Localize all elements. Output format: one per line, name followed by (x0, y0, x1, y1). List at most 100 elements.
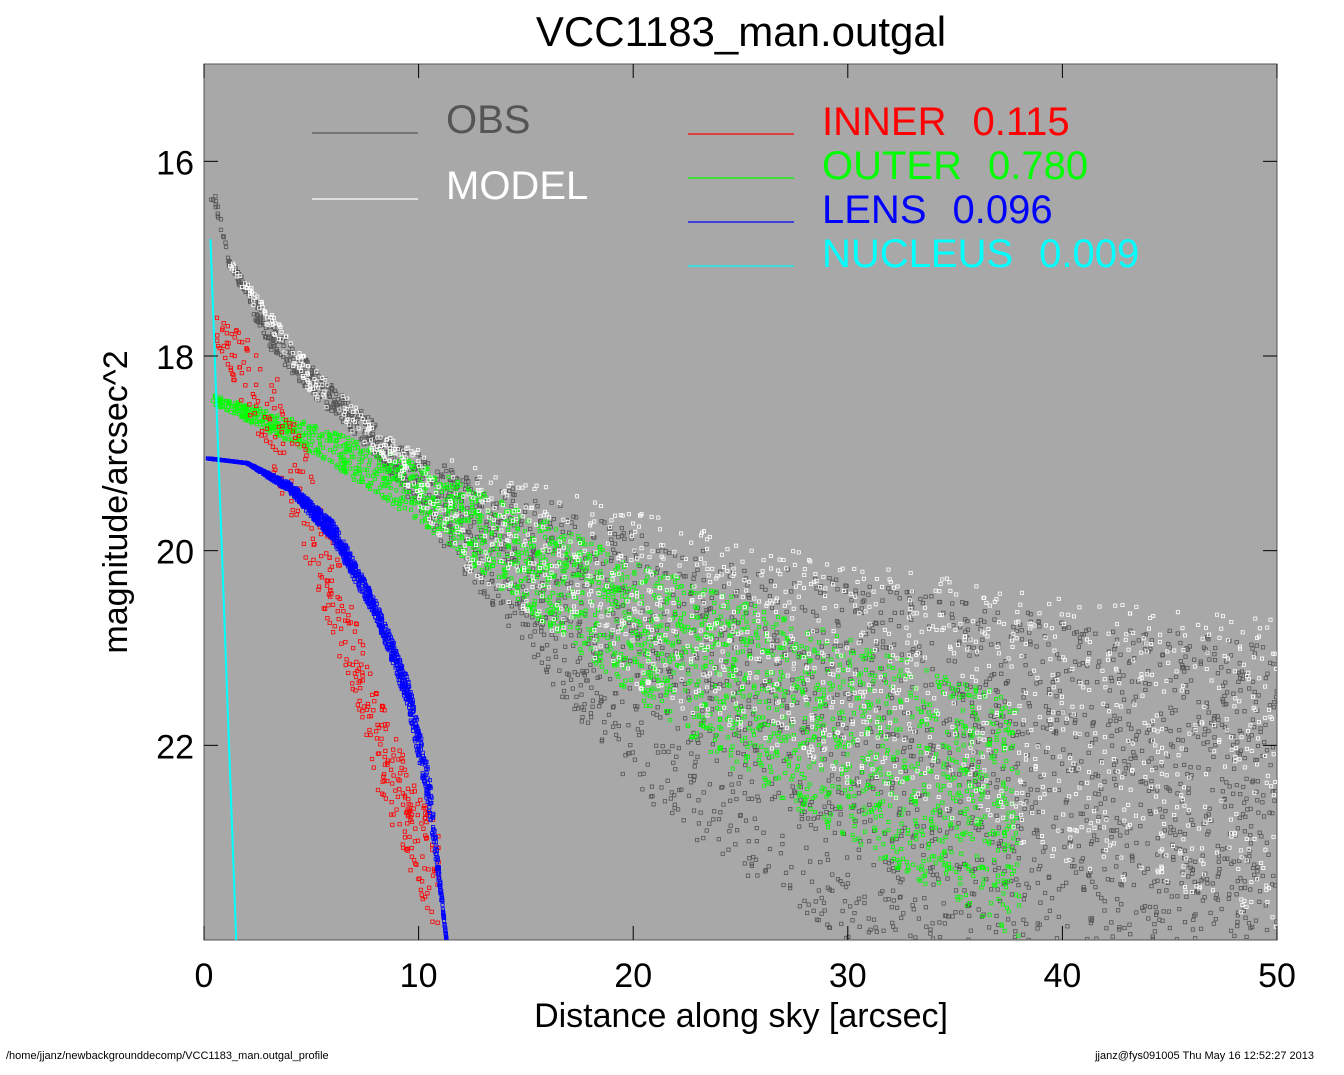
obs-point (899, 915, 904, 920)
obs-point (1262, 740, 1267, 745)
plot-area (203, 63, 1278, 941)
obs-point (1027, 630, 1032, 635)
obs-point (1170, 744, 1176, 749)
obs-point (285, 358, 290, 363)
obs-point (498, 546, 504, 552)
obs-point (578, 655, 583, 661)
obs-point (614, 732, 619, 738)
obs-point (658, 668, 663, 673)
obs-point (867, 839, 872, 844)
obs-point (996, 825, 1002, 830)
obs-point (839, 607, 845, 613)
obs-point (1183, 654, 1188, 659)
obs-point (1033, 722, 1038, 727)
obs-point (1038, 900, 1043, 905)
obs-point (729, 782, 734, 787)
obs-point (973, 750, 978, 755)
obs-point (1094, 806, 1099, 811)
obs-point (1111, 657, 1116, 662)
obs-point (1225, 856, 1230, 861)
obs-point (716, 817, 722, 822)
obs-point (834, 577, 839, 582)
obs-point (704, 678, 709, 683)
obs-point (654, 743, 659, 748)
obs-point (1113, 644, 1118, 649)
obs-point (936, 759, 941, 764)
obs-point (639, 533, 645, 538)
obs-point (598, 700, 603, 705)
obs-point (1180, 738, 1185, 743)
obs-point (859, 610, 864, 616)
obs-point (979, 857, 985, 862)
obs-point (665, 622, 670, 628)
obs-point (1268, 763, 1273, 768)
obs-point (1168, 678, 1173, 683)
obs-point (909, 617, 914, 623)
obs-point (1070, 677, 1075, 682)
obs-point (519, 522, 524, 527)
obs-point (969, 763, 975, 768)
obs-point (1085, 732, 1090, 737)
obs-point (1019, 826, 1024, 831)
obs-point (1015, 824, 1021, 829)
obs-point (528, 526, 533, 532)
obs-point (1207, 657, 1212, 662)
obs-point (215, 211, 220, 216)
obs-point (688, 591, 693, 597)
obs-point (1019, 637, 1025, 642)
obs-point (1238, 876, 1243, 881)
obs-point (998, 723, 1003, 728)
obs-point (890, 786, 895, 791)
obs-point (221, 235, 226, 240)
obs-point (1257, 830, 1262, 835)
obs-point (1036, 809, 1041, 815)
obs-point (564, 695, 569, 700)
obs-point (1235, 740, 1240, 745)
obs-point (1089, 705, 1094, 710)
obs-point (1246, 921, 1252, 926)
obs-point (720, 785, 725, 790)
obs-point (465, 529, 471, 534)
obs-point (1025, 730, 1030, 735)
obs-point (1274, 694, 1277, 700)
obs-point (1056, 914, 1061, 920)
obs-point (996, 841, 1001, 846)
obs-point (1192, 727, 1197, 732)
obs-point (835, 722, 841, 727)
obs-point (1185, 690, 1190, 695)
obs-point (256, 304, 261, 310)
obs-point (727, 829, 732, 834)
obs-point (1182, 762, 1187, 768)
obs-point (958, 799, 963, 804)
obs-point (501, 547, 506, 552)
obs-point (746, 698, 751, 703)
obs-point (827, 576, 832, 581)
obs-point (862, 900, 867, 906)
obs-point (1225, 846, 1230, 851)
obs-point (668, 796, 674, 801)
obs-point (584, 668, 589, 674)
obs-point (507, 488, 512, 494)
obs-point (1129, 679, 1135, 684)
obs-point (928, 931, 933, 936)
obs-point (921, 852, 926, 858)
obs-point (613, 599, 618, 604)
obs-point (665, 778, 670, 783)
obs-point (1138, 780, 1143, 785)
obs-point (1177, 728, 1182, 733)
obs-point (951, 623, 956, 628)
obs-point (1168, 830, 1173, 835)
obs-point (819, 714, 825, 719)
obs-point (1270, 882, 1275, 887)
obs-point (759, 584, 765, 589)
obs-point (1085, 937, 1090, 940)
obs-point (930, 936, 936, 940)
obs-point (1217, 867, 1222, 872)
obs-point (797, 904, 803, 909)
obs-point (996, 642, 1001, 647)
obs-point (1242, 879, 1247, 884)
obs-point (460, 478, 465, 483)
obs-point (510, 486, 515, 491)
obs-point (588, 711, 594, 716)
obs-point (1179, 881, 1184, 886)
